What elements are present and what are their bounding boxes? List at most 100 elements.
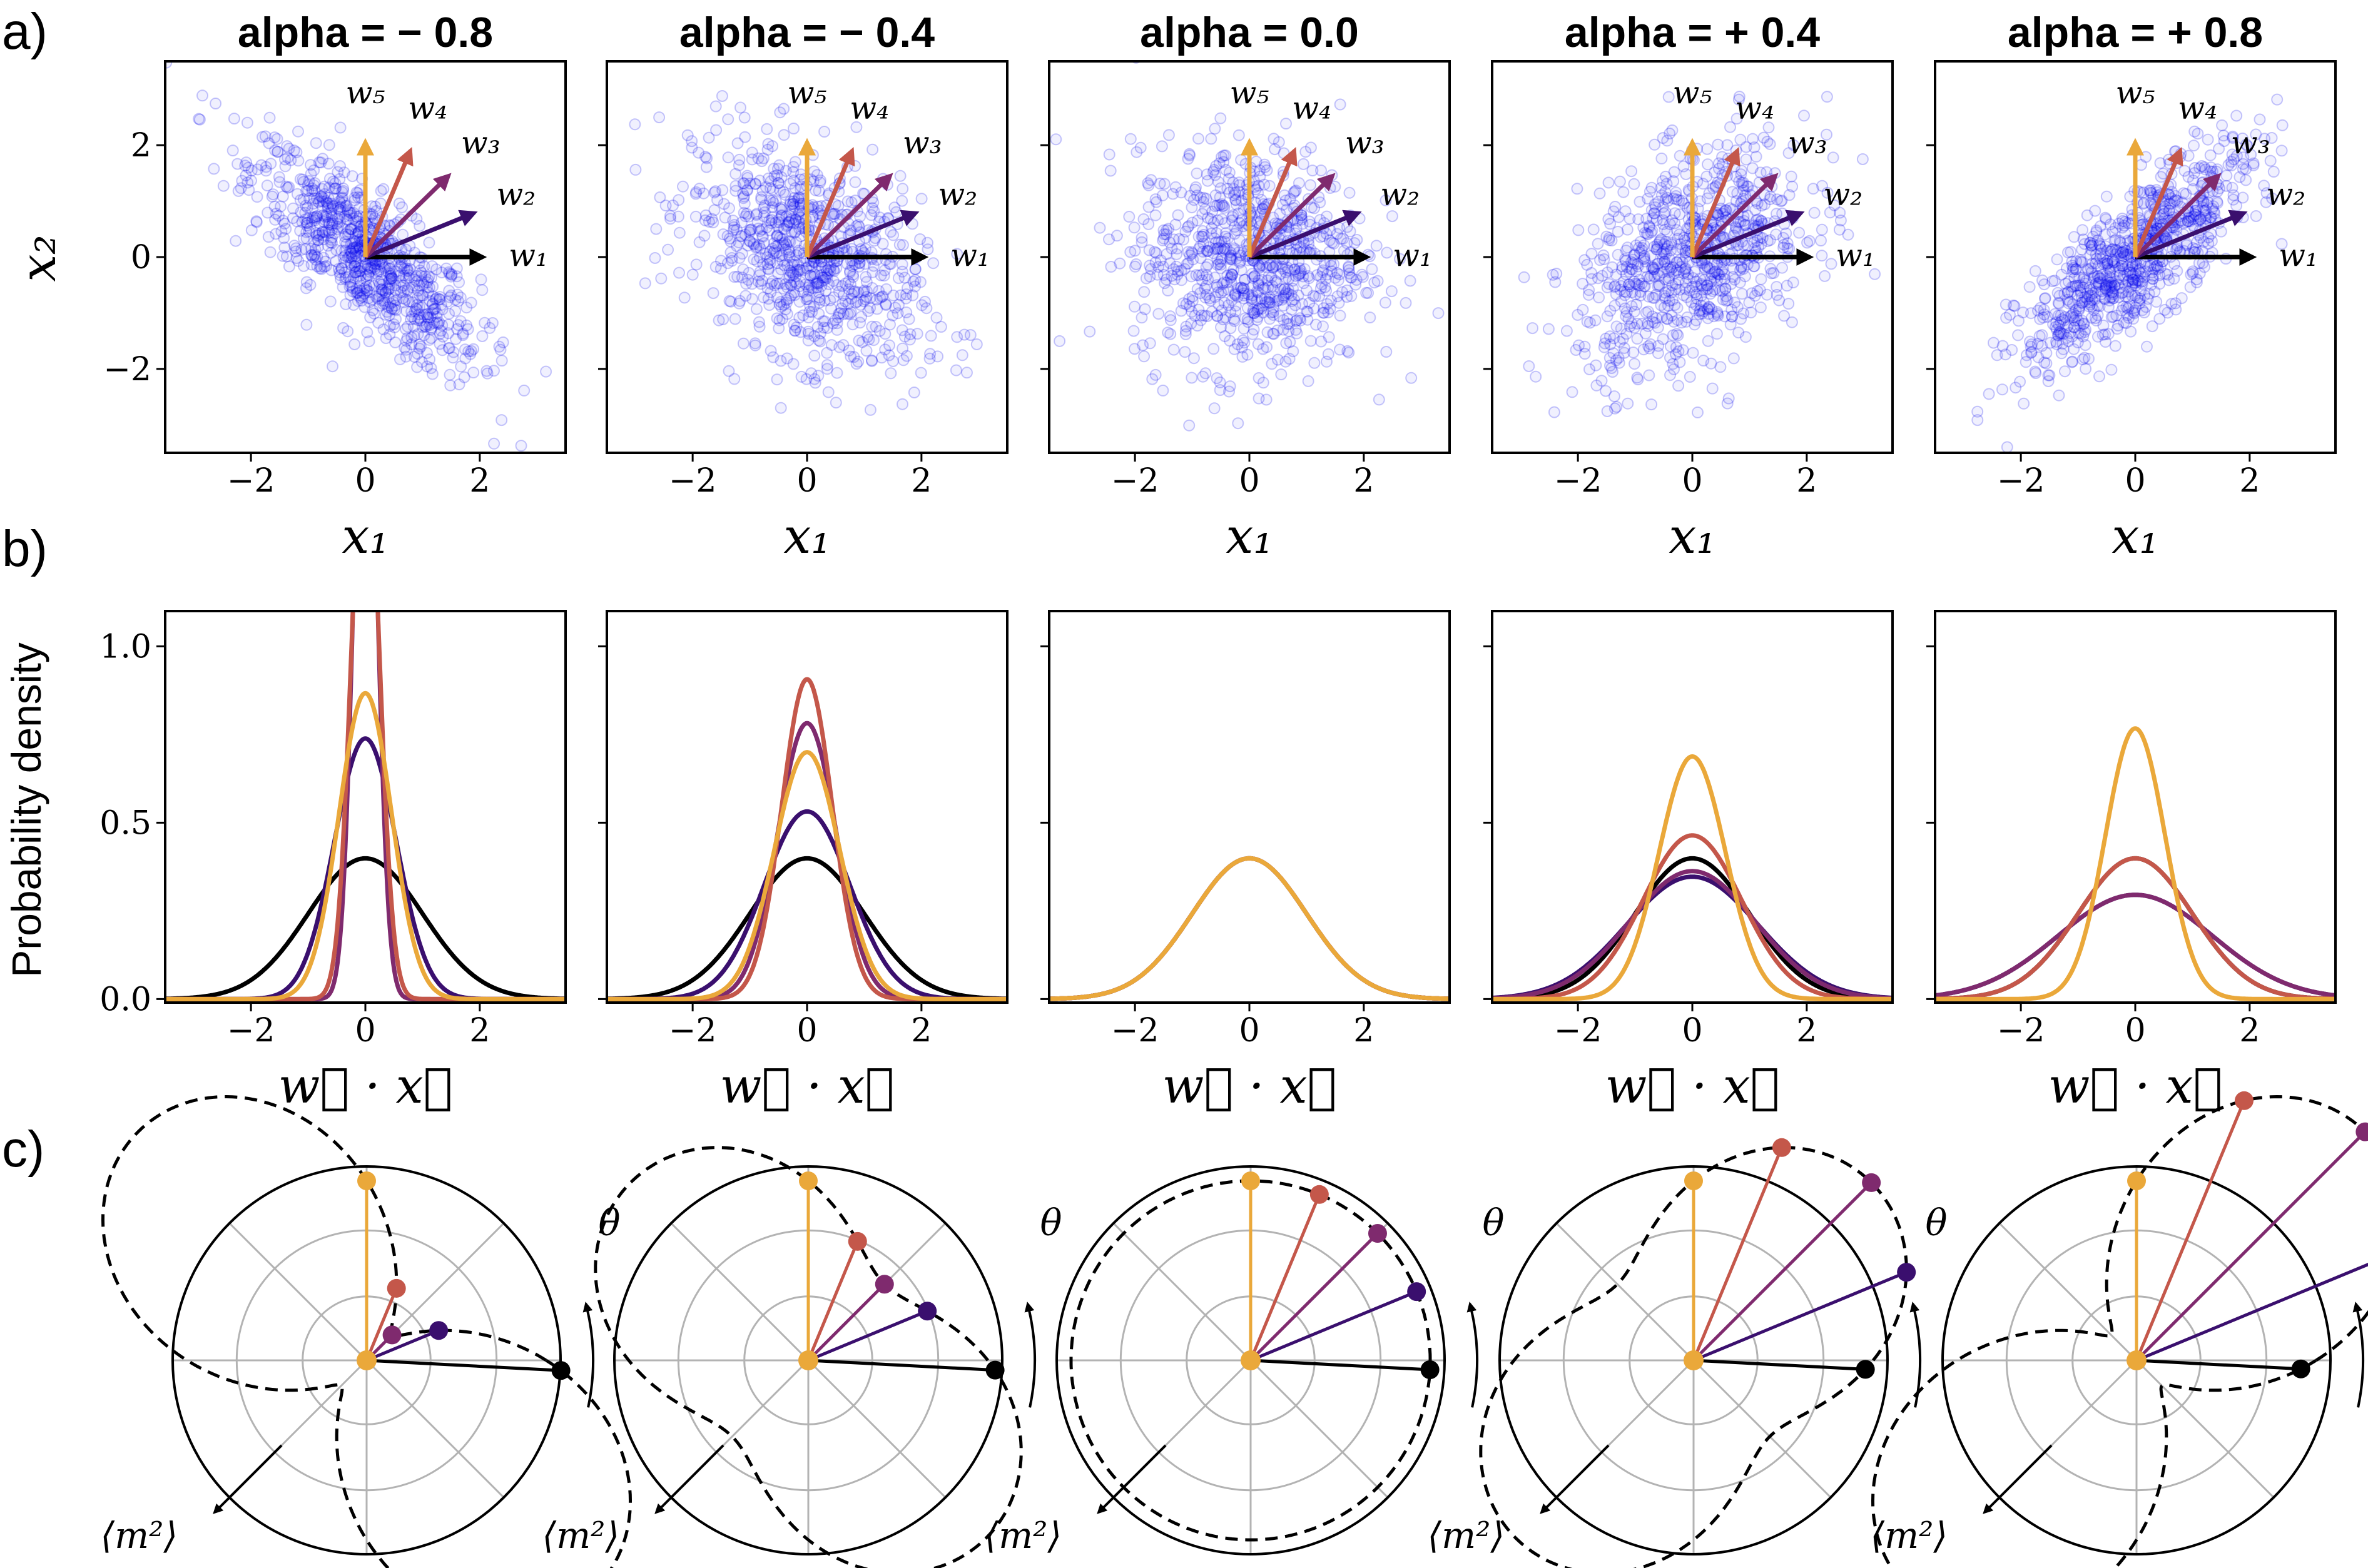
vector-label-w3: w₃ <box>2231 124 2270 161</box>
scatter-point <box>1278 283 1291 295</box>
xlabel-x1: x₁ <box>1669 508 1715 565</box>
scatter-point <box>2066 330 2078 343</box>
scatter-point <box>382 301 394 313</box>
scatter-point <box>766 275 779 288</box>
scatter-point <box>375 283 388 295</box>
scatter-point <box>380 332 392 345</box>
scatter-point <box>368 280 380 292</box>
scatter-point <box>363 296 376 308</box>
scatter-point <box>833 341 846 353</box>
scatter-point <box>794 173 806 186</box>
polar-dot-w4 <box>1309 1185 1329 1204</box>
scatter-point <box>1129 343 1141 355</box>
scatter-point <box>729 313 741 325</box>
scatter-point <box>2079 339 2091 352</box>
scatter-point <box>2159 200 2172 213</box>
scatter-point <box>400 272 412 285</box>
scatter-point <box>1610 268 1622 281</box>
scatter-point <box>1627 346 1640 358</box>
scatter-point <box>667 200 679 211</box>
scatter-point <box>920 302 933 315</box>
scatter-point <box>1326 236 1338 249</box>
scatter-point <box>1590 379 1603 392</box>
scatter-point <box>379 261 392 273</box>
scatter-xtick-label: −2 <box>669 462 717 500</box>
scatter-point <box>1162 129 1175 141</box>
scatter-point <box>296 216 308 228</box>
scatter-point <box>1216 151 1227 163</box>
scatter-point <box>1687 346 1699 359</box>
scatter-point <box>1157 269 1170 281</box>
scatter-point <box>1674 208 1686 221</box>
scatter-point <box>317 209 329 221</box>
scatter-point <box>1746 162 1759 175</box>
scatter-point <box>424 318 436 331</box>
scatter-point <box>2188 139 2200 152</box>
scatter-point <box>1157 234 1169 246</box>
scatter-point <box>741 172 754 184</box>
scatter-point <box>457 327 469 340</box>
scatter-point <box>2093 370 2105 383</box>
scatter-point <box>1404 275 1416 287</box>
scatter-point <box>650 223 663 235</box>
ylabel-x2: x₂ <box>11 235 67 281</box>
scatter-point <box>383 275 395 288</box>
scatter-point <box>1219 227 1232 240</box>
scatter-point <box>357 290 369 303</box>
scatter-point <box>756 155 768 168</box>
scatter-point <box>1216 213 1228 225</box>
vector-w4 <box>363 147 414 258</box>
scatter-point <box>450 262 463 275</box>
scatter-point <box>788 226 801 239</box>
scatter-point <box>802 328 815 340</box>
scatter-point <box>350 287 363 300</box>
scatter-point <box>335 273 347 286</box>
scatter-point <box>763 263 775 276</box>
scatter-point <box>1602 213 1615 225</box>
scatter-point <box>264 246 277 258</box>
scatter-point <box>308 250 321 261</box>
scatter-point <box>1207 343 1220 355</box>
scatter-point <box>2042 369 2055 382</box>
scatter-point <box>263 137 275 149</box>
scatter-point <box>789 289 801 301</box>
scatter-point <box>789 325 801 337</box>
scatter-point <box>2187 265 2199 278</box>
scatter-point <box>416 289 428 301</box>
scatter-point <box>866 355 878 367</box>
scatter-point <box>1652 280 1664 293</box>
scatter-point <box>421 360 434 373</box>
scatter-point <box>783 235 795 247</box>
scatter-point <box>335 262 348 275</box>
scatter-point <box>1530 370 1542 383</box>
scatter-point <box>1364 311 1376 324</box>
scatter-point <box>415 340 427 353</box>
scatter-point <box>731 270 744 283</box>
scatter-point <box>898 330 911 343</box>
scatter-point <box>788 175 800 187</box>
scatter-point <box>2168 273 2180 285</box>
scatter-point <box>364 311 377 323</box>
scatter-point <box>775 171 788 183</box>
scatter-point <box>787 198 800 210</box>
scatter-point <box>743 235 756 247</box>
scatter-point <box>753 175 766 187</box>
scatter-point <box>719 211 731 224</box>
scatter-point <box>785 226 798 238</box>
scatter-point <box>445 269 458 281</box>
scatter-point <box>845 196 858 208</box>
scatter-point <box>1628 321 1640 334</box>
scatter-point <box>686 135 698 148</box>
scatter-point <box>961 367 973 379</box>
density-xtick-label: 2 <box>911 1012 932 1050</box>
scatter-point <box>329 177 342 190</box>
scatter-point <box>690 186 703 198</box>
scatter-point <box>450 333 462 345</box>
scatter-point <box>1214 376 1226 388</box>
scatter-point <box>350 215 362 227</box>
scatter-point <box>196 89 208 102</box>
scatter-point <box>1677 160 1690 173</box>
scatter-point <box>447 346 460 358</box>
scatter-point <box>434 338 446 350</box>
vector-label-w1: w₁ <box>1393 237 1432 273</box>
